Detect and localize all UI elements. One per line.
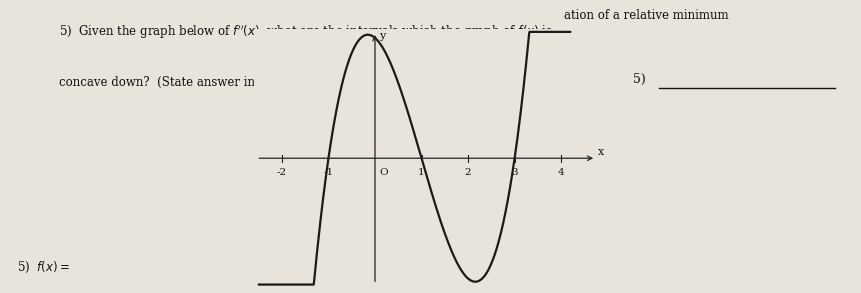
- Text: 4: 4: [558, 168, 565, 177]
- Text: y: y: [379, 31, 385, 41]
- Text: 1: 1: [418, 168, 424, 177]
- Text: ation of a relative minimum: ation of a relative minimum: [564, 9, 728, 22]
- Text: 5)  Given the graph below of $f''(x)$, what are the intervals which the graph of: 5) Given the graph below of $f''(x)$, wh…: [59, 23, 553, 41]
- Text: concave down?  (State answer in interval notation): concave down? (State answer in interval …: [59, 76, 362, 89]
- Text: 2: 2: [465, 168, 471, 177]
- Text: O: O: [380, 168, 388, 177]
- Text: 3: 3: [511, 168, 518, 177]
- Text: 5): 5): [633, 73, 646, 86]
- Text: 5)  $f(x)=$: 5) $f(x)=$: [17, 260, 70, 275]
- Text: -1: -1: [324, 168, 333, 177]
- Text: x: x: [598, 147, 604, 157]
- Text: -2: -2: [277, 168, 287, 177]
